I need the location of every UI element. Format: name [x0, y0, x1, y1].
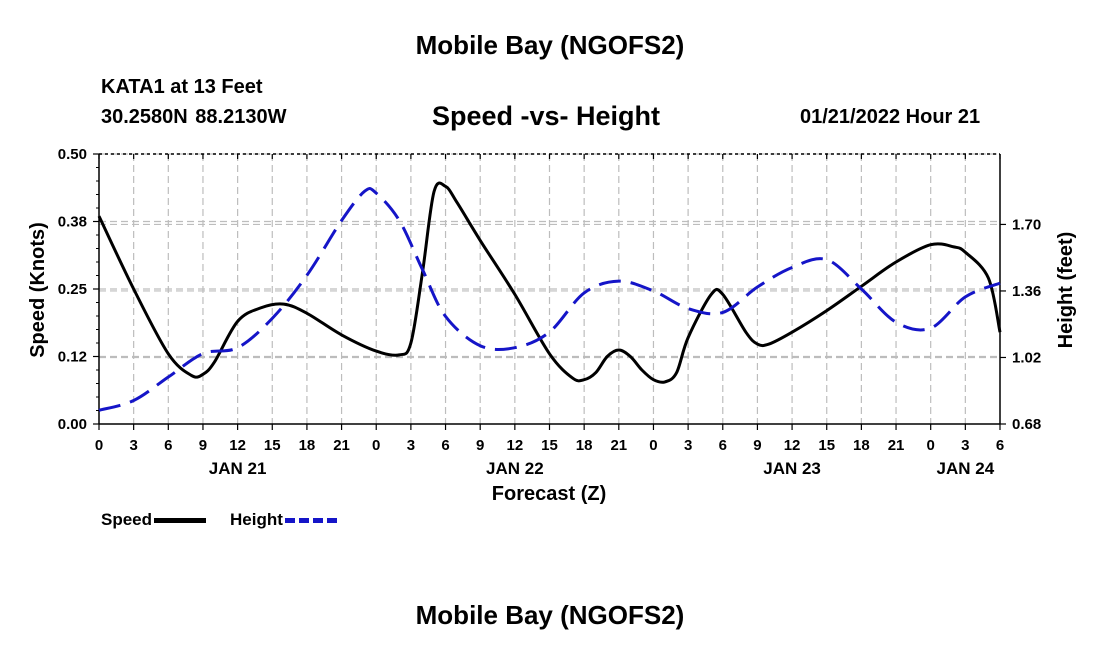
- legend-label-speed: Speed: [101, 510, 153, 529]
- x-tick-label: 15: [541, 437, 558, 454]
- station-coordinates: 30.2580N 88.2130W: [101, 106, 287, 128]
- y2-tick-label: 1.02: [1012, 349, 1041, 366]
- y-tick-label: 0.12: [58, 349, 87, 366]
- x-tick-label: 21: [333, 437, 350, 454]
- axis-labels: Forecast (Z) Speed (Knots) Height (feet): [27, 222, 1077, 505]
- x-date-label: JAN 24: [937, 459, 995, 478]
- y-tick-label: 0.50: [58, 146, 87, 163]
- x-date-label: JAN 21: [209, 459, 267, 478]
- x-tick-label: 18: [853, 437, 870, 454]
- grid: [99, 153, 1000, 424]
- y-tick-label: 0.25: [58, 281, 87, 298]
- chart-main-title: Mobile Bay (NGOFS2): [415, 30, 685, 60]
- x-tick-label: 3: [129, 437, 137, 454]
- legend-swatch-speed: [154, 517, 207, 523]
- x-tick-label: 6: [719, 437, 727, 454]
- x-tick-label: 21: [888, 437, 905, 454]
- chart-footer-title: Mobile Bay (NGOFS2): [415, 600, 685, 630]
- x-tick-label: 18: [576, 437, 593, 454]
- x-tick-label: 15: [264, 437, 281, 454]
- y-axis-title-left: Speed (Knots): [27, 222, 49, 358]
- series-line-height: [98, 187, 1001, 412]
- x-tick-label: 12: [507, 437, 524, 454]
- y2-tick-label: 0.68: [1012, 416, 1041, 433]
- x-tick-label: 9: [199, 437, 207, 454]
- x-tick-label: 0: [649, 437, 657, 454]
- y-tick-label: 0.38: [58, 214, 87, 231]
- series-line-speed: [97, 181, 1002, 384]
- ticks: 0 3 6 9 12 15 18 21 0 3 6 9 12 15 18 21 0 3 6 9 12 15 18 21 0 3 6J…: [58, 146, 1041, 478]
- x-tick-label: 6: [441, 437, 449, 454]
- chart-subtitle: Speed -vs- Height: [432, 101, 661, 131]
- legend-item-height: Height: [230, 509, 337, 531]
- x-date-label: JAN 23: [763, 459, 821, 478]
- x-axis-title: Forecast (Z): [492, 483, 606, 505]
- legend-swatch-height: [284, 517, 337, 523]
- y2-tick-label: 1.70: [1012, 216, 1041, 233]
- x-tick-label: 0: [372, 437, 380, 454]
- x-tick-label: 6: [164, 437, 172, 454]
- x-tick-label: 0: [95, 437, 103, 454]
- y-tick-label: 0.00: [58, 416, 87, 433]
- x-tick-label: 18: [299, 437, 316, 454]
- station-name: KATA1 at 13 Feet: [101, 76, 263, 98]
- x-tick-label: 12: [229, 437, 246, 454]
- x-tick-label: 3: [961, 437, 969, 454]
- series: [97, 181, 1002, 412]
- x-tick-label: 6: [996, 437, 1004, 454]
- x-tick-label: 3: [684, 437, 692, 454]
- legend-label-height: Height: [230, 510, 283, 529]
- x-tick-label: 12: [784, 437, 801, 454]
- x-tick-label: 15: [818, 437, 835, 454]
- y2-tick-label: 1.36: [1012, 283, 1041, 300]
- x-tick-label: 9: [753, 437, 761, 454]
- legend-item-speed: Speed: [101, 509, 207, 531]
- x-tick-label: 0: [927, 437, 935, 454]
- x-tick-label: 21: [610, 437, 627, 454]
- x-tick-label: 9: [476, 437, 484, 454]
- y-axis-title-right: Height (feet): [1055, 232, 1077, 349]
- forecast-run-time: 01/21/2022 Hour 21: [800, 106, 981, 128]
- x-tick-label: 3: [407, 437, 415, 454]
- x-date-label: JAN 22: [486, 459, 544, 478]
